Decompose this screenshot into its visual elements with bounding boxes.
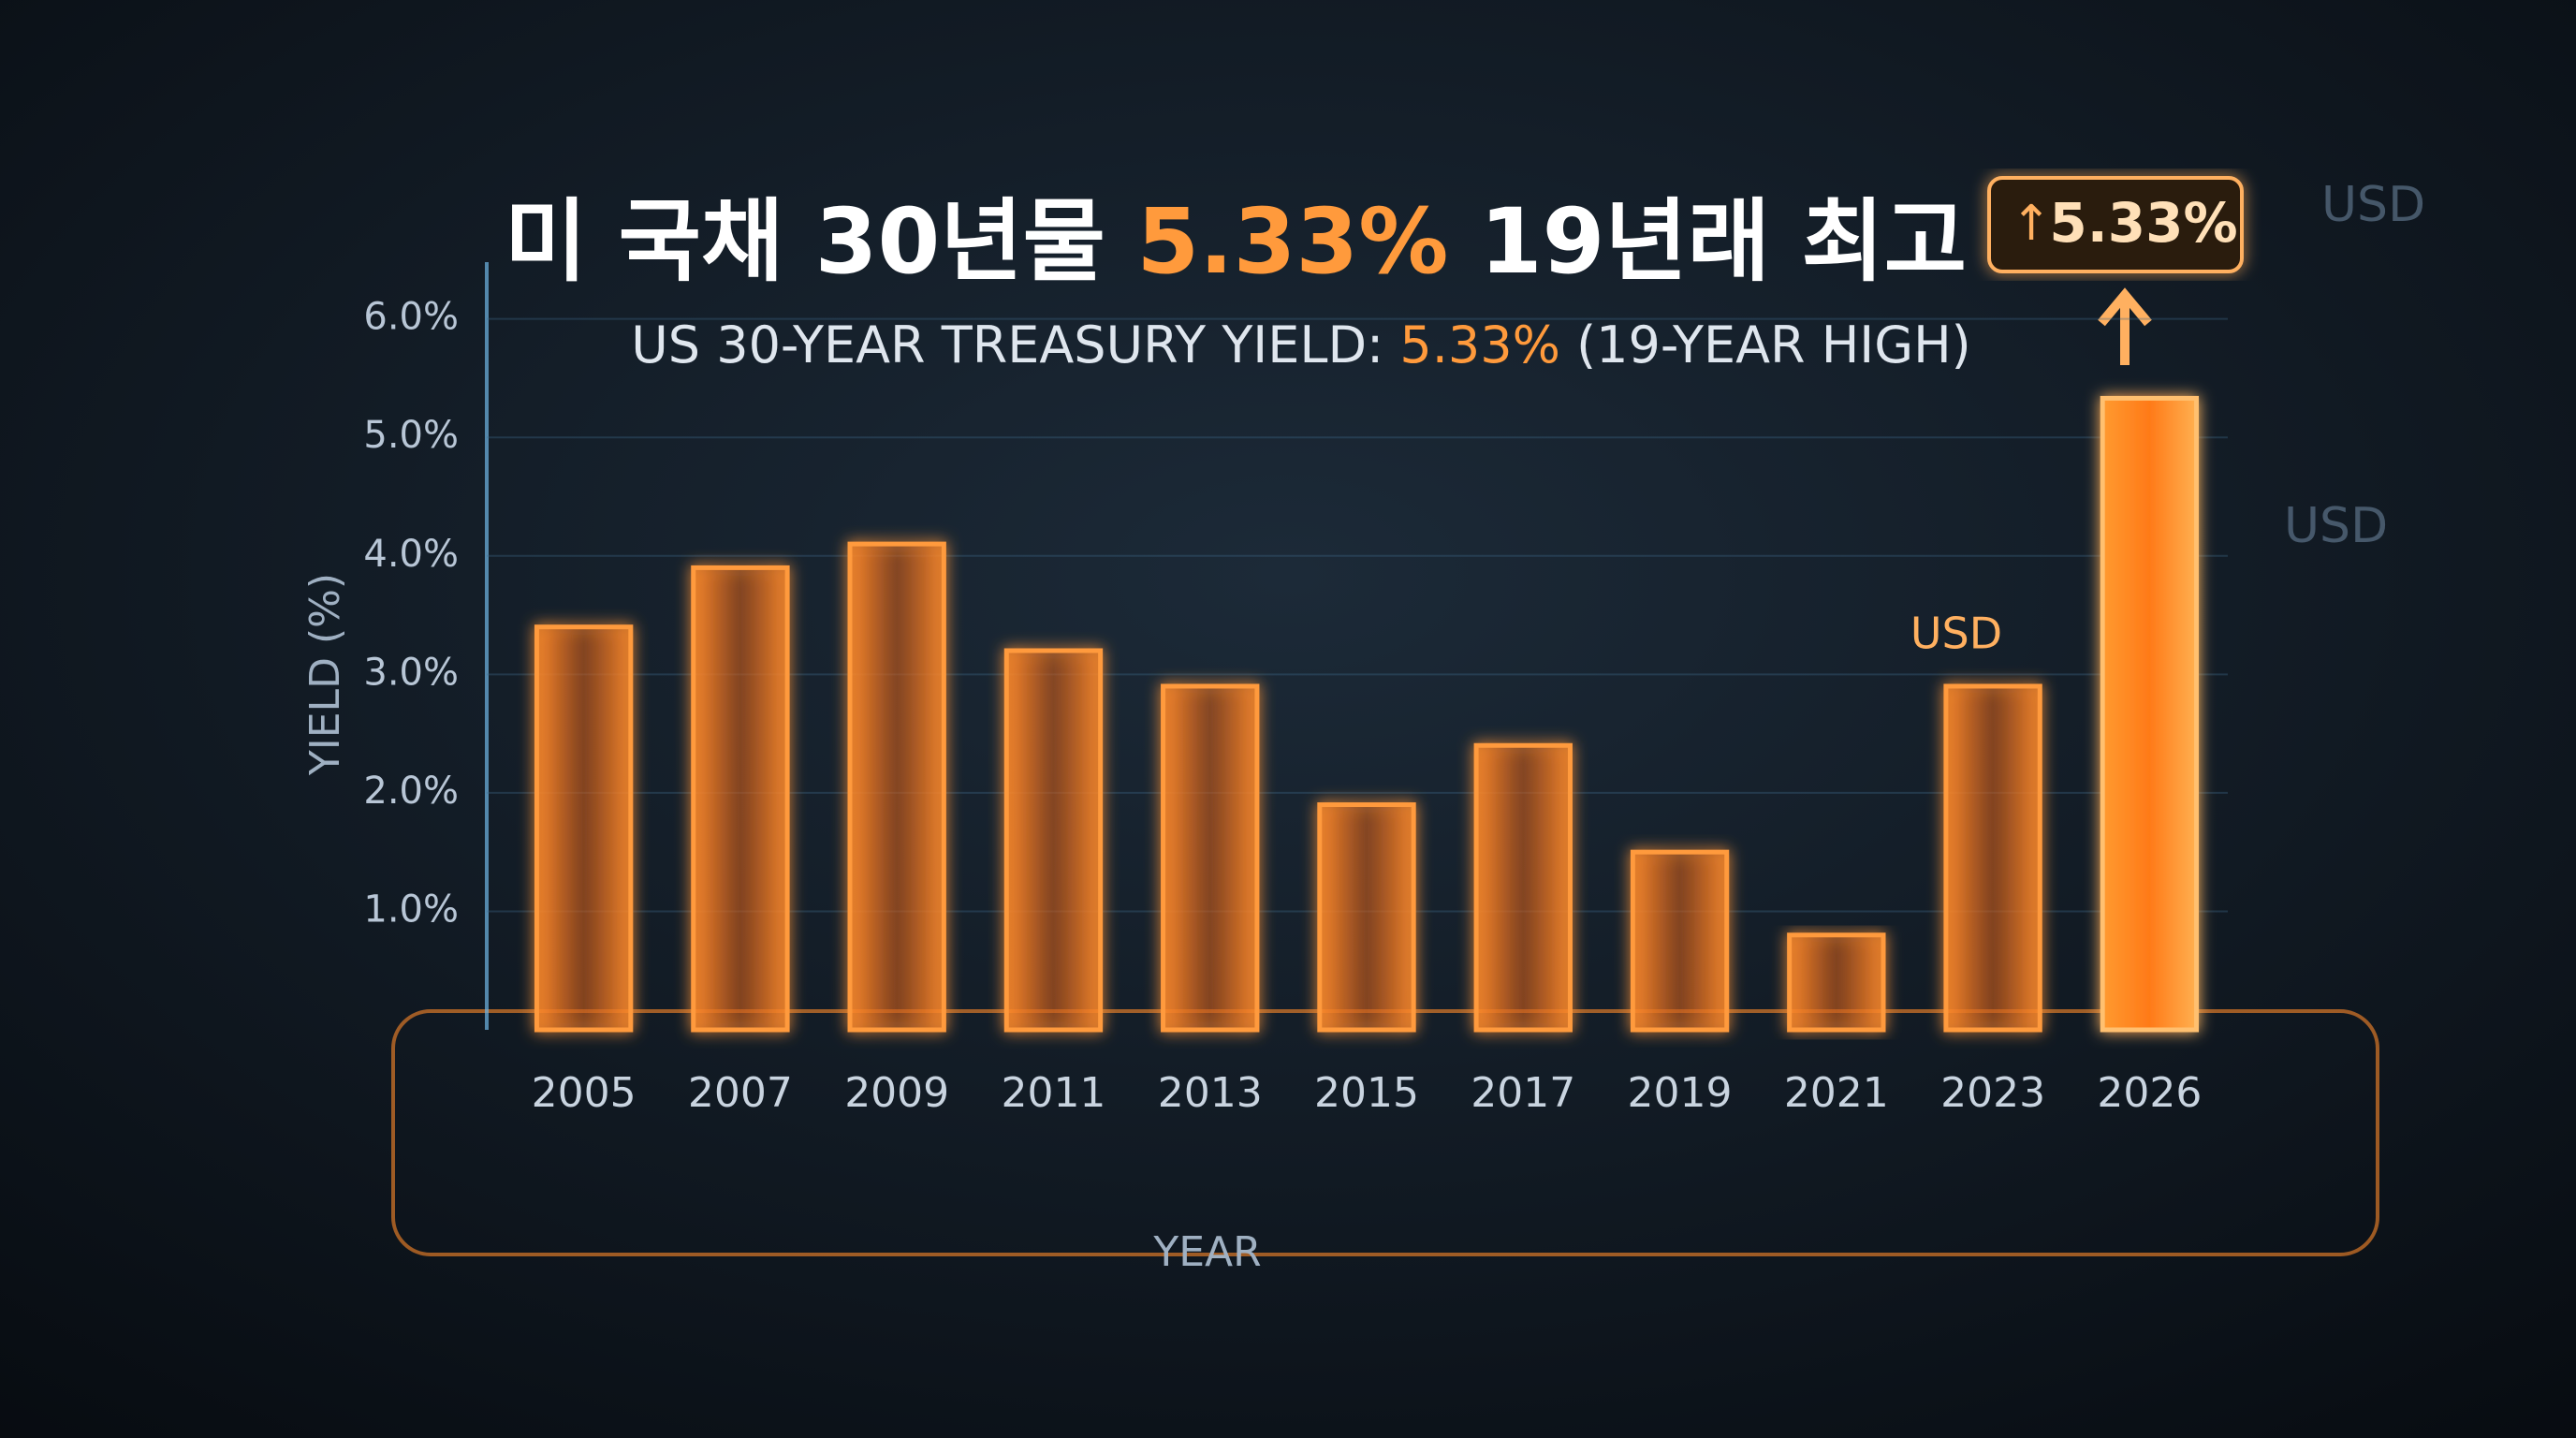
callout-arrow: ↑ (2011, 196, 2052, 252)
bar (1161, 683, 1260, 1033)
decor-label: USD (2284, 498, 2388, 554)
callout: ↑ 5.33% (1987, 176, 2244, 365)
x-tick-label: 2017 (1471, 1069, 1575, 1117)
x-tick-label: 2011 (1001, 1069, 1105, 1117)
decor-label: USD (2321, 177, 2425, 233)
y-tick-label: 3.0% (363, 651, 459, 694)
x-tick-label: 2026 (2097, 1069, 2202, 1117)
bar (1317, 802, 1416, 1033)
callout-box (1987, 176, 2244, 273)
x-tick-label: 2019 (1628, 1069, 1733, 1117)
bar (1630, 849, 1730, 1033)
x-tick-label: 2015 (1314, 1069, 1419, 1117)
chart-subtitle: US 30-YEAR TREASURY YIELD: 5.33% (19-YEA… (631, 315, 1971, 374)
x-tick-label: 2009 (844, 1069, 949, 1117)
x-tick-label: 2023 (1940, 1069, 2045, 1117)
y-tick-label: 5.0% (363, 414, 459, 457)
y-axis-label: YIELD (%) (301, 573, 349, 776)
callout-label: 5.33% (2049, 191, 2237, 255)
y-tick-label: 6.0% (363, 296, 459, 339)
y-tick-label: 1.0% (363, 888, 459, 931)
bar (534, 624, 634, 1033)
chart-title: 미 국채 30년물 5.33% 19년래 최고 (505, 189, 1967, 294)
x-tick-label: 2013 (1158, 1069, 1263, 1117)
y-tick-label: 4.0% (363, 533, 459, 576)
decor-label: USD (1910, 609, 2002, 659)
bar (1787, 932, 1886, 1033)
bar (1003, 648, 1104, 1033)
x-axis-label: YEAR (1152, 1228, 1261, 1276)
y-tick-label: 2.0% (363, 770, 459, 813)
bar (1943, 683, 2042, 1033)
bar (2100, 395, 2200, 1033)
callout-pointer (2098, 287, 2152, 365)
x-tick-label: 2007 (688, 1069, 793, 1117)
bar (1473, 742, 1573, 1033)
x-tick-label: 2021 (1784, 1069, 1889, 1117)
bar (691, 565, 790, 1033)
x-tick-label: 2005 (532, 1069, 637, 1117)
bar (847, 541, 946, 1033)
